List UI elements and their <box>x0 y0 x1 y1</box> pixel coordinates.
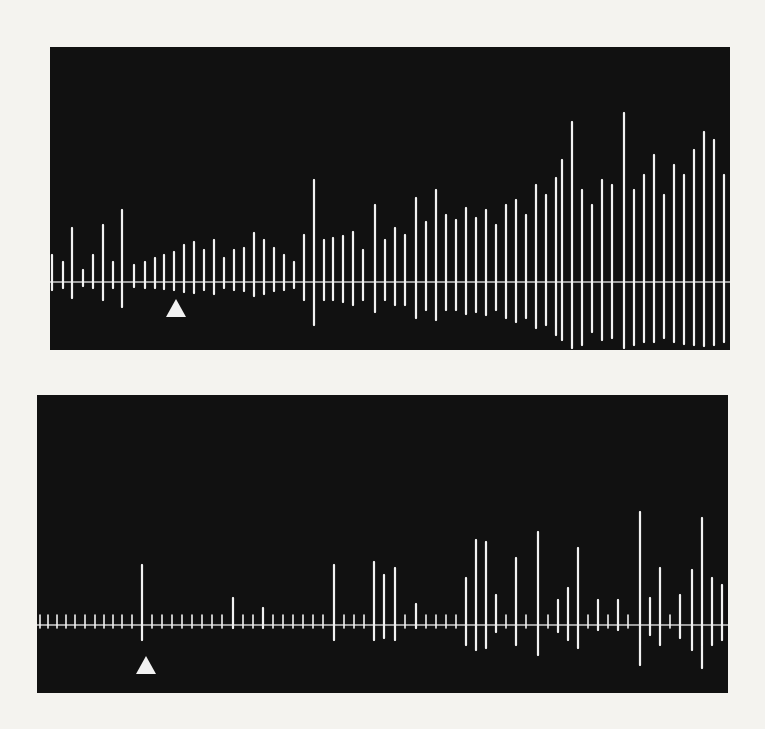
figure <box>0 0 765 729</box>
bottom-panel <box>37 395 728 693</box>
top-panel <box>50 47 730 350</box>
panel-background <box>37 395 728 693</box>
panel-background <box>50 47 730 350</box>
page: (() => { const data = JSON.parse(documen… <box>0 0 765 729</box>
